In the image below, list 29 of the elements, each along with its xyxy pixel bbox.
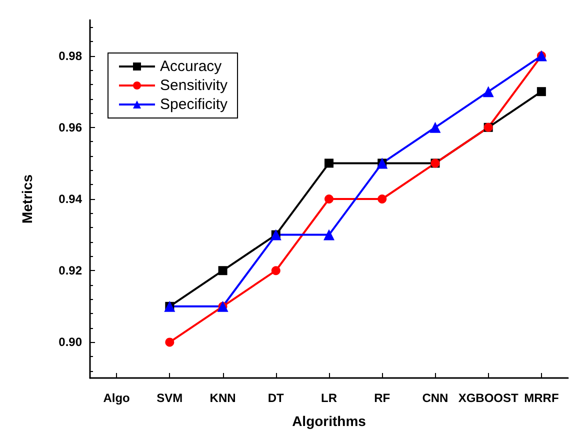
point [378,194,387,204]
x-tick-label: DT [268,391,285,405]
y-axis-title: Metrics [19,174,35,224]
legend-label: Sensitivity [160,77,228,94]
x-tick-label: XGBOOST [458,391,519,405]
y-tick-label: 0.92 [58,264,82,278]
x-tick-label: SVM [156,391,183,405]
point [324,194,334,204]
x-tick-label: LR [321,391,338,405]
point [430,122,441,133]
point [324,158,334,168]
x-tick-label: Algo [103,391,130,405]
legend-label: Accuracy [160,58,222,75]
point [536,87,546,96]
y-tick-label: 0.94 [58,192,82,206]
y-tick-label: 0.90 [58,335,82,350]
point [165,338,174,347]
x-tick-label: RF [374,391,390,405]
point [218,266,228,276]
legend-label: Specificity [160,96,228,113]
point [271,266,280,276]
x-axis-title: Algorithms [292,413,366,429]
point [482,86,494,98]
x-tick-label: CNN [422,391,448,405]
point [324,229,334,240]
y-tick-label: 0.98 [58,48,82,63]
x-tick-label: MRRF [524,391,559,405]
y-tick-label: 0.96 [58,120,82,134]
x-tick-label: KNN [210,391,236,405]
